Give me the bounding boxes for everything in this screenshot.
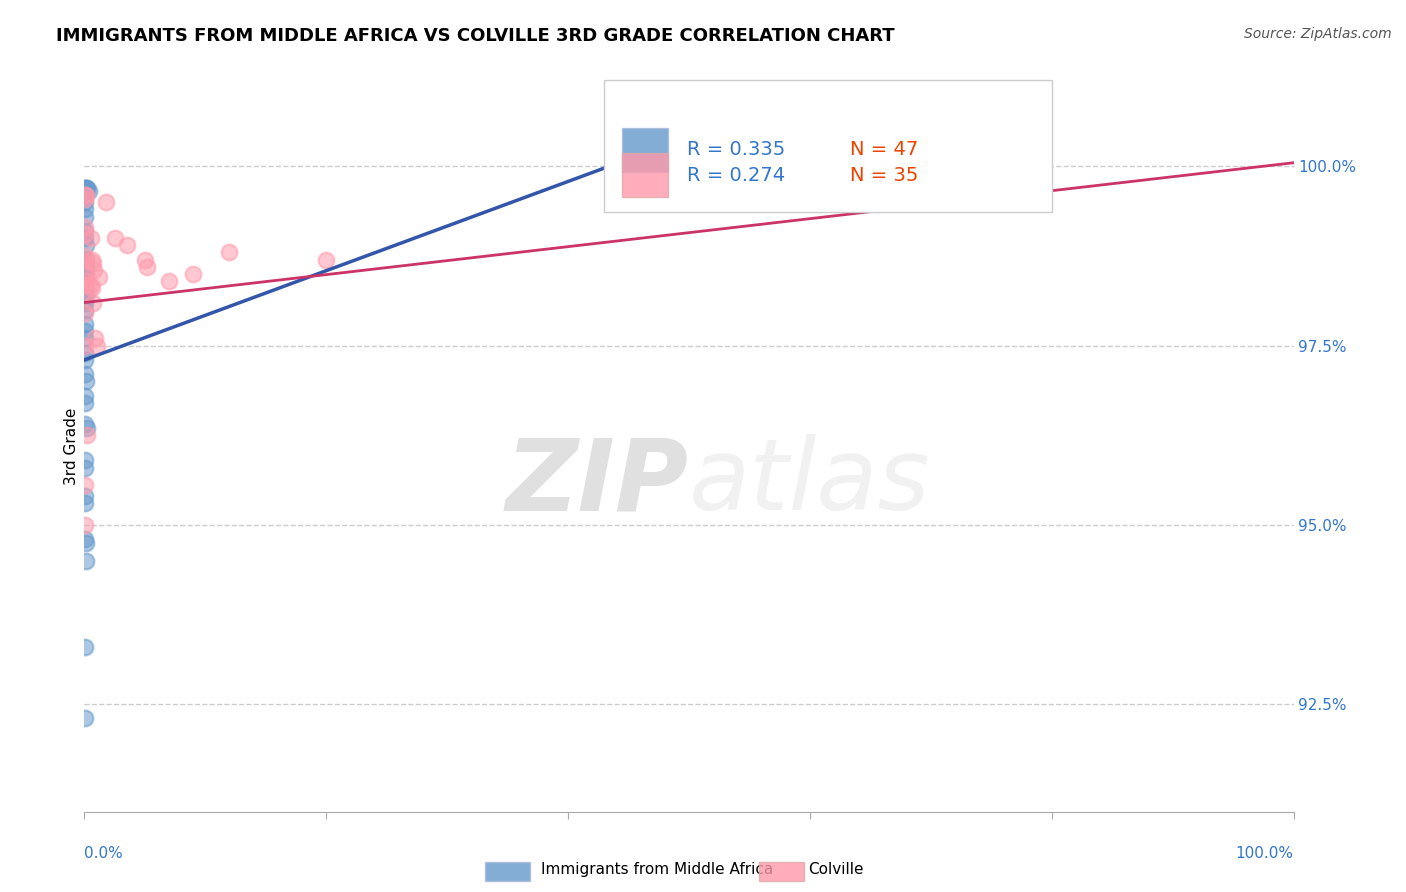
- Text: Colville: Colville: [808, 863, 863, 877]
- Point: [82, 256, 104, 270]
- Point: [73, 263, 96, 277]
- Text: R = 0.335: R = 0.335: [686, 140, 785, 160]
- Point: [75, 252, 97, 267]
- Text: IMMIGRANTS FROM MIDDLE AFRICA VS COLVILLE 3RD GRADE CORRELATION CHART: IMMIGRANTS FROM MIDDLE AFRICA VS COLVILL…: [56, 27, 894, 45]
- Point: [73, 252, 96, 267]
- Point: [73, 417, 96, 432]
- Point: [73, 489, 96, 503]
- Point: [73, 249, 96, 263]
- Point: [73, 267, 96, 281]
- Point: [77, 185, 100, 199]
- Point: [94, 195, 117, 210]
- Y-axis label: 3rd Grade: 3rd Grade: [63, 408, 79, 484]
- Point: [73, 317, 96, 331]
- Point: [87, 270, 110, 285]
- Point: [73, 288, 96, 302]
- Point: [73, 192, 96, 206]
- Text: R = 0.274: R = 0.274: [686, 166, 785, 185]
- Text: 100.0%: 100.0%: [1236, 847, 1294, 862]
- Point: [73, 195, 96, 210]
- Text: atlas: atlas: [689, 434, 931, 531]
- Point: [73, 368, 96, 382]
- Point: [73, 396, 96, 410]
- Text: 0.0%: 0.0%: [84, 847, 124, 862]
- Point: [73, 188, 96, 202]
- Point: [73, 202, 96, 217]
- Point: [73, 453, 96, 467]
- Point: [73, 496, 96, 510]
- Point: [73, 338, 96, 352]
- Text: Source: ZipAtlas.com: Source: ZipAtlas.com: [1244, 27, 1392, 41]
- Point: [136, 260, 159, 274]
- Point: [73, 389, 96, 403]
- Point: [315, 252, 337, 267]
- Point: [181, 267, 204, 281]
- Point: [75, 260, 97, 274]
- Point: [134, 252, 156, 267]
- FancyBboxPatch shape: [623, 153, 668, 197]
- Point: [75, 267, 97, 281]
- Point: [115, 238, 138, 252]
- Point: [73, 260, 96, 274]
- Point: [75, 185, 97, 199]
- FancyBboxPatch shape: [623, 128, 668, 171]
- Text: Immigrants from Middle Africa: Immigrants from Middle Africa: [541, 863, 773, 877]
- Text: N = 47: N = 47: [849, 140, 918, 160]
- Point: [73, 345, 96, 359]
- Point: [80, 277, 103, 292]
- Point: [75, 285, 97, 299]
- Point: [76, 421, 98, 435]
- Point: [76, 274, 98, 288]
- Point: [75, 536, 97, 550]
- Point: [73, 277, 96, 292]
- Point: [73, 460, 96, 475]
- Point: [73, 324, 96, 338]
- Point: [82, 252, 104, 267]
- Point: [73, 306, 96, 320]
- Point: [80, 281, 103, 295]
- Point: [83, 263, 105, 277]
- Point: [104, 231, 127, 245]
- Point: [73, 478, 96, 492]
- Point: [75, 227, 97, 242]
- Point: [73, 220, 96, 235]
- Point: [77, 285, 100, 299]
- Point: [73, 224, 96, 238]
- Point: [75, 256, 97, 270]
- Point: [157, 274, 180, 288]
- Point: [84, 331, 107, 345]
- FancyBboxPatch shape: [605, 80, 1052, 212]
- Point: [73, 281, 96, 295]
- Point: [76, 181, 98, 195]
- Point: [73, 181, 96, 195]
- Point: [75, 375, 97, 389]
- Point: [75, 292, 97, 306]
- Point: [75, 238, 97, 252]
- Point: [76, 428, 98, 442]
- Point: [73, 295, 96, 310]
- Point: [86, 338, 108, 352]
- Point: [75, 554, 97, 568]
- Point: [82, 295, 104, 310]
- Point: [80, 231, 103, 245]
- Point: [73, 331, 96, 345]
- Point: [75, 260, 97, 274]
- Point: [73, 640, 96, 654]
- Point: [75, 181, 97, 195]
- Point: [75, 188, 97, 202]
- Point: [73, 517, 96, 532]
- Text: ZIP: ZIP: [506, 434, 689, 531]
- Point: [73, 302, 96, 317]
- Point: [73, 210, 96, 224]
- Point: [218, 245, 240, 260]
- Text: N = 35: N = 35: [849, 166, 918, 185]
- Point: [73, 252, 96, 267]
- Point: [73, 711, 96, 725]
- Point: [73, 353, 96, 368]
- Point: [73, 533, 96, 547]
- Point: [75, 252, 97, 267]
- Point: [75, 181, 97, 195]
- Point: [75, 231, 97, 245]
